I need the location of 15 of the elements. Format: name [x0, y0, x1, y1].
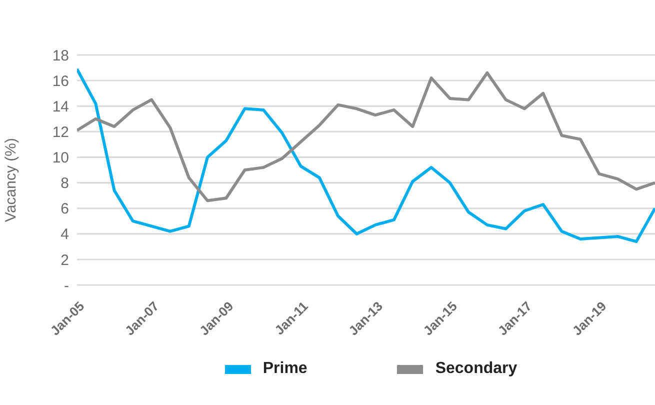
- y-tick-label: 8: [60, 175, 69, 192]
- y-tick-label: 14: [52, 98, 69, 116]
- y-tick-label: 6: [60, 200, 69, 218]
- line-series: [77, 71, 655, 202]
- legend-label: Secondary: [435, 360, 518, 378]
- y-tick-label: -: [64, 277, 69, 294]
- y-tick-label: 18: [52, 47, 69, 64]
- legend-label: Prime: [262, 360, 308, 378]
- y-tick-label: 10: [52, 150, 69, 167]
- y-tick-label: 4: [60, 226, 69, 244]
- y-tick-label: 16: [52, 72, 69, 90]
- y-tick-label: 12: [52, 124, 69, 141]
- y-tick-label: 2: [60, 252, 69, 269]
- line-series: [77, 68, 655, 244]
- y-axis-title: Vacancy (%): [2, 138, 20, 222]
